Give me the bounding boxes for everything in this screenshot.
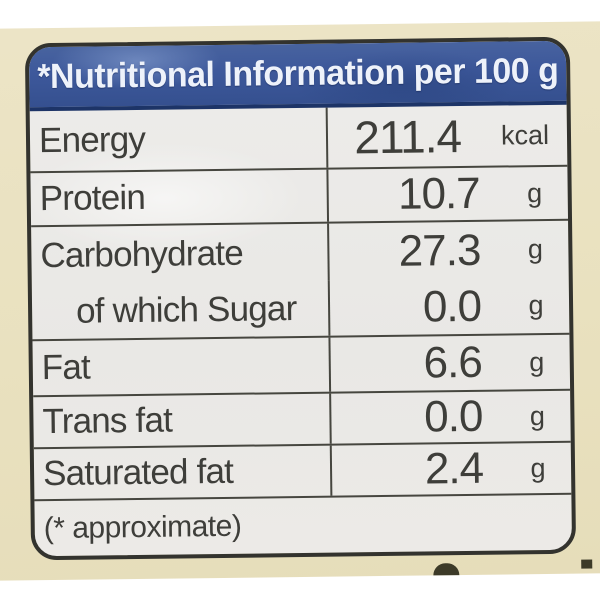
nutrient-name: Energy (29, 107, 329, 172)
table-row-trans-fat: Trans fat 0.0 g (33, 390, 571, 450)
nutrient-unit: g (527, 234, 544, 265)
approximate-footnote: (* approximate) (43, 509, 242, 545)
nutrient-unit: g (530, 452, 546, 483)
nutrient-unit: kcal (500, 119, 550, 151)
nutrient-name: of which Sugar (31, 280, 331, 340)
cropped-print-mark-icon (433, 563, 460, 576)
label-title: *Nutritional Information per 100 g (36, 50, 559, 97)
label-header: *Nutritional Information per 100 g (28, 40, 567, 112)
nutrient-value-cell: 2.4 g (332, 443, 572, 496)
nutrient-value: 211.4 (353, 110, 462, 164)
nutrient-value-cell: 27.3 g (329, 221, 569, 281)
nutrient-value-cell: 211.4 kcal (328, 105, 568, 168)
nutrient-value: 10.7 (397, 168, 480, 219)
cropped-print-mark-icon (581, 559, 593, 569)
table-row-energy: Energy 211.4 kcal (29, 104, 568, 174)
nutrient-value: 2.4 (424, 443, 484, 494)
nutrient-name: Protein (30, 169, 330, 226)
nutrient-value: 27.3 (398, 225, 481, 276)
table-row-fat: Fat 6.6 g (32, 334, 571, 398)
nutrition-label-card: *Nutritional Information per 100 g Energ… (24, 36, 577, 561)
nutrient-unit: g (526, 177, 543, 208)
nutrient-value-cell: 10.7 g (328, 167, 568, 222)
nutrient-name: Carbohydrate (31, 223, 330, 285)
nutrient-name: Saturated fat (33, 445, 333, 500)
table-row-carbohydrate: Carbohydrate 27.3 g (31, 221, 569, 285)
nutrient-value: 0.0 (422, 281, 482, 331)
nutrient-name: Fat (32, 337, 332, 396)
nutrition-sticker: *Nutritional Information per 100 g Energ… (0, 21, 600, 581)
nutrient-value-cell: 0.0 g (330, 278, 570, 336)
table-row-protein: Protein 10.7 g (30, 166, 569, 228)
nutrient-value-cell: 6.6 g (330, 335, 570, 392)
nutrient-unit: g (528, 290, 544, 321)
nutrient-value: 0.0 (423, 391, 483, 442)
nutrient-unit: g (529, 400, 546, 431)
nutrient-unit: g (529, 346, 545, 377)
table-row-saturated-fat: Saturated fat 2.4 g (33, 442, 572, 502)
nutrient-name: Trans fat (33, 393, 332, 448)
table-row-sugar: of which Sugar 0.0 g (31, 277, 570, 342)
nutrient-value: 6.6 (423, 337, 483, 388)
nutrient-value-cell: 0.0 g (331, 391, 571, 444)
